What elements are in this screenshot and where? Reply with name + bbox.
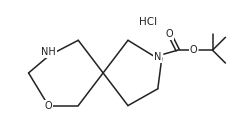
Text: NH: NH	[41, 47, 56, 57]
Text: N: N	[154, 52, 161, 62]
Text: O: O	[45, 101, 52, 111]
Text: HCl: HCl	[139, 17, 157, 27]
Text: O: O	[190, 45, 197, 55]
Text: O: O	[166, 29, 174, 39]
